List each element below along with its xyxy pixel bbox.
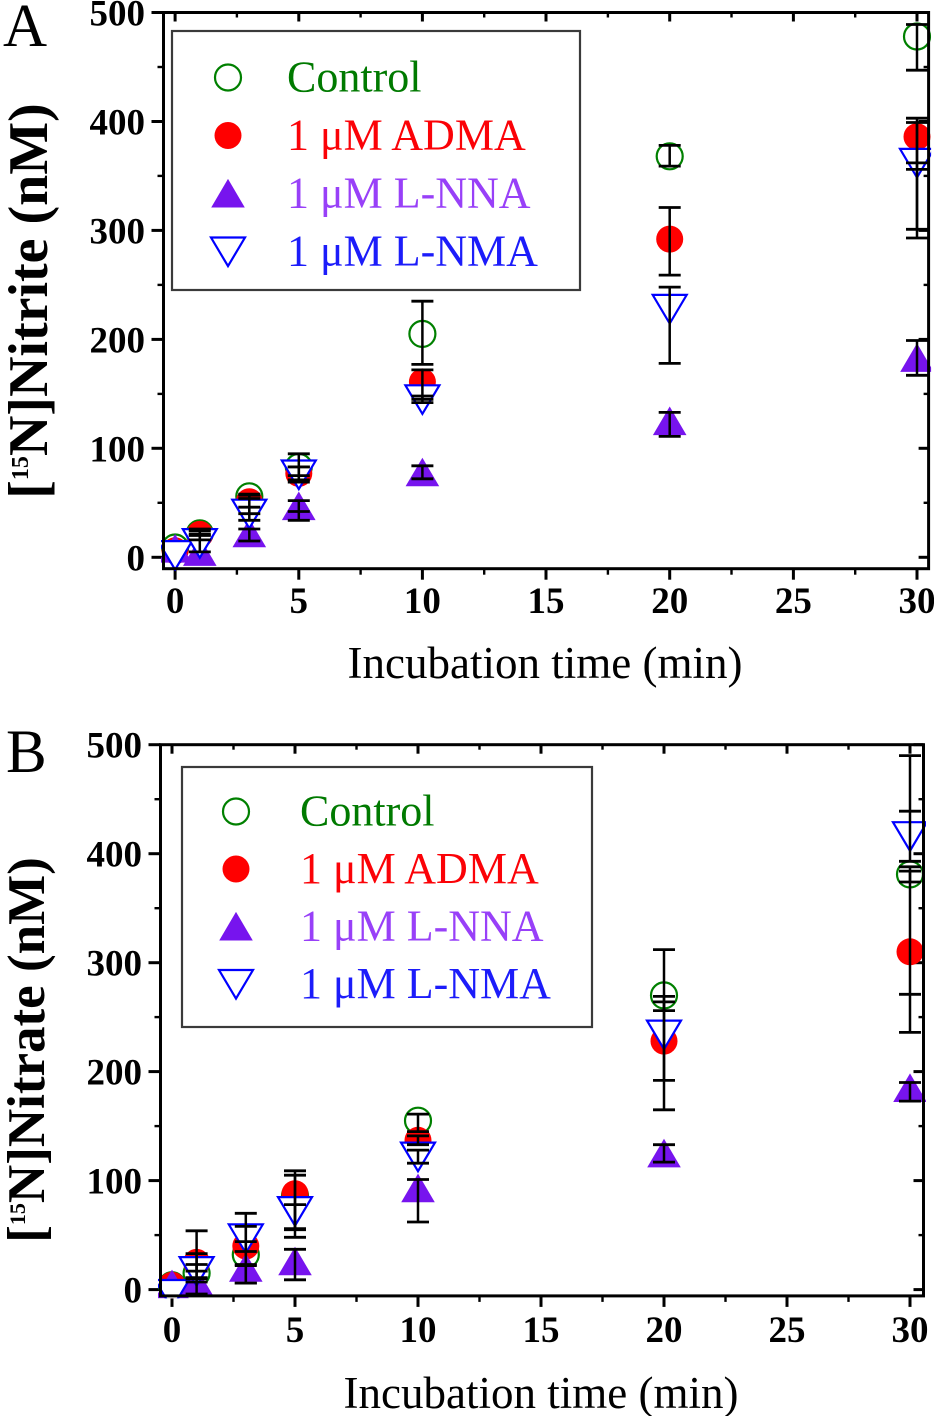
svg-text:1 μM L-NNA: 1 μM L-NNA (300, 902, 544, 951)
svg-text:10: 10 (404, 581, 441, 622)
svg-text:25: 25 (775, 581, 812, 622)
svg-text:15: 15 (523, 1310, 560, 1351)
svg-text:25: 25 (769, 1310, 806, 1351)
svg-text:500: 500 (87, 726, 143, 767)
svg-text:1 μM ADMA: 1 μM ADMA (287, 111, 526, 160)
svg-text:100: 100 (87, 1162, 143, 1203)
svg-text:1 μM ADMA: 1 μM ADMA (300, 844, 539, 893)
svg-text:Control: Control (287, 53, 421, 102)
svg-text:10: 10 (400, 1310, 437, 1351)
svg-text:20: 20 (651, 581, 688, 622)
svg-text:15: 15 (528, 581, 565, 622)
svg-text:0: 0 (124, 1271, 143, 1312)
svg-text:0: 0 (163, 1310, 182, 1351)
svg-text:400: 400 (87, 835, 143, 876)
svg-text:Incubation time (min): Incubation time (min) (344, 1368, 739, 1416)
svg-text:B: B (6, 719, 47, 786)
svg-text:200: 200 (87, 1053, 143, 1094)
svg-text:1 μM L-NMA: 1 μM L-NMA (287, 227, 538, 276)
svg-text:500: 500 (90, 0, 146, 35)
svg-text:5: 5 (290, 581, 309, 622)
svg-text:100: 100 (90, 429, 146, 470)
svg-text:[15N]Nitrate (nM): [15N]Nitrate (nM) (0, 857, 56, 1242)
svg-text:A: A (3, 0, 47, 60)
svg-text:5: 5 (286, 1310, 305, 1351)
svg-text:30: 30 (892, 1310, 929, 1351)
svg-text:Incubation time (min): Incubation time (min) (348, 638, 743, 688)
svg-text:300: 300 (90, 211, 146, 252)
svg-text:[15N]Nitrite (nM): [15N]Nitrite (nM) (0, 103, 60, 499)
svg-text:1 μM L-NMA: 1 μM L-NMA (300, 959, 551, 1008)
svg-text:30: 30 (899, 581, 934, 622)
svg-text:0: 0 (127, 538, 146, 579)
svg-text:200: 200 (90, 320, 146, 361)
svg-text:1 μM L-NNA: 1 μM L-NNA (287, 169, 531, 218)
svg-text:400: 400 (90, 103, 146, 144)
svg-text:0: 0 (166, 581, 185, 622)
svg-text:300: 300 (87, 944, 143, 985)
svg-text:20: 20 (646, 1310, 683, 1351)
svg-text:Control: Control (300, 787, 434, 836)
